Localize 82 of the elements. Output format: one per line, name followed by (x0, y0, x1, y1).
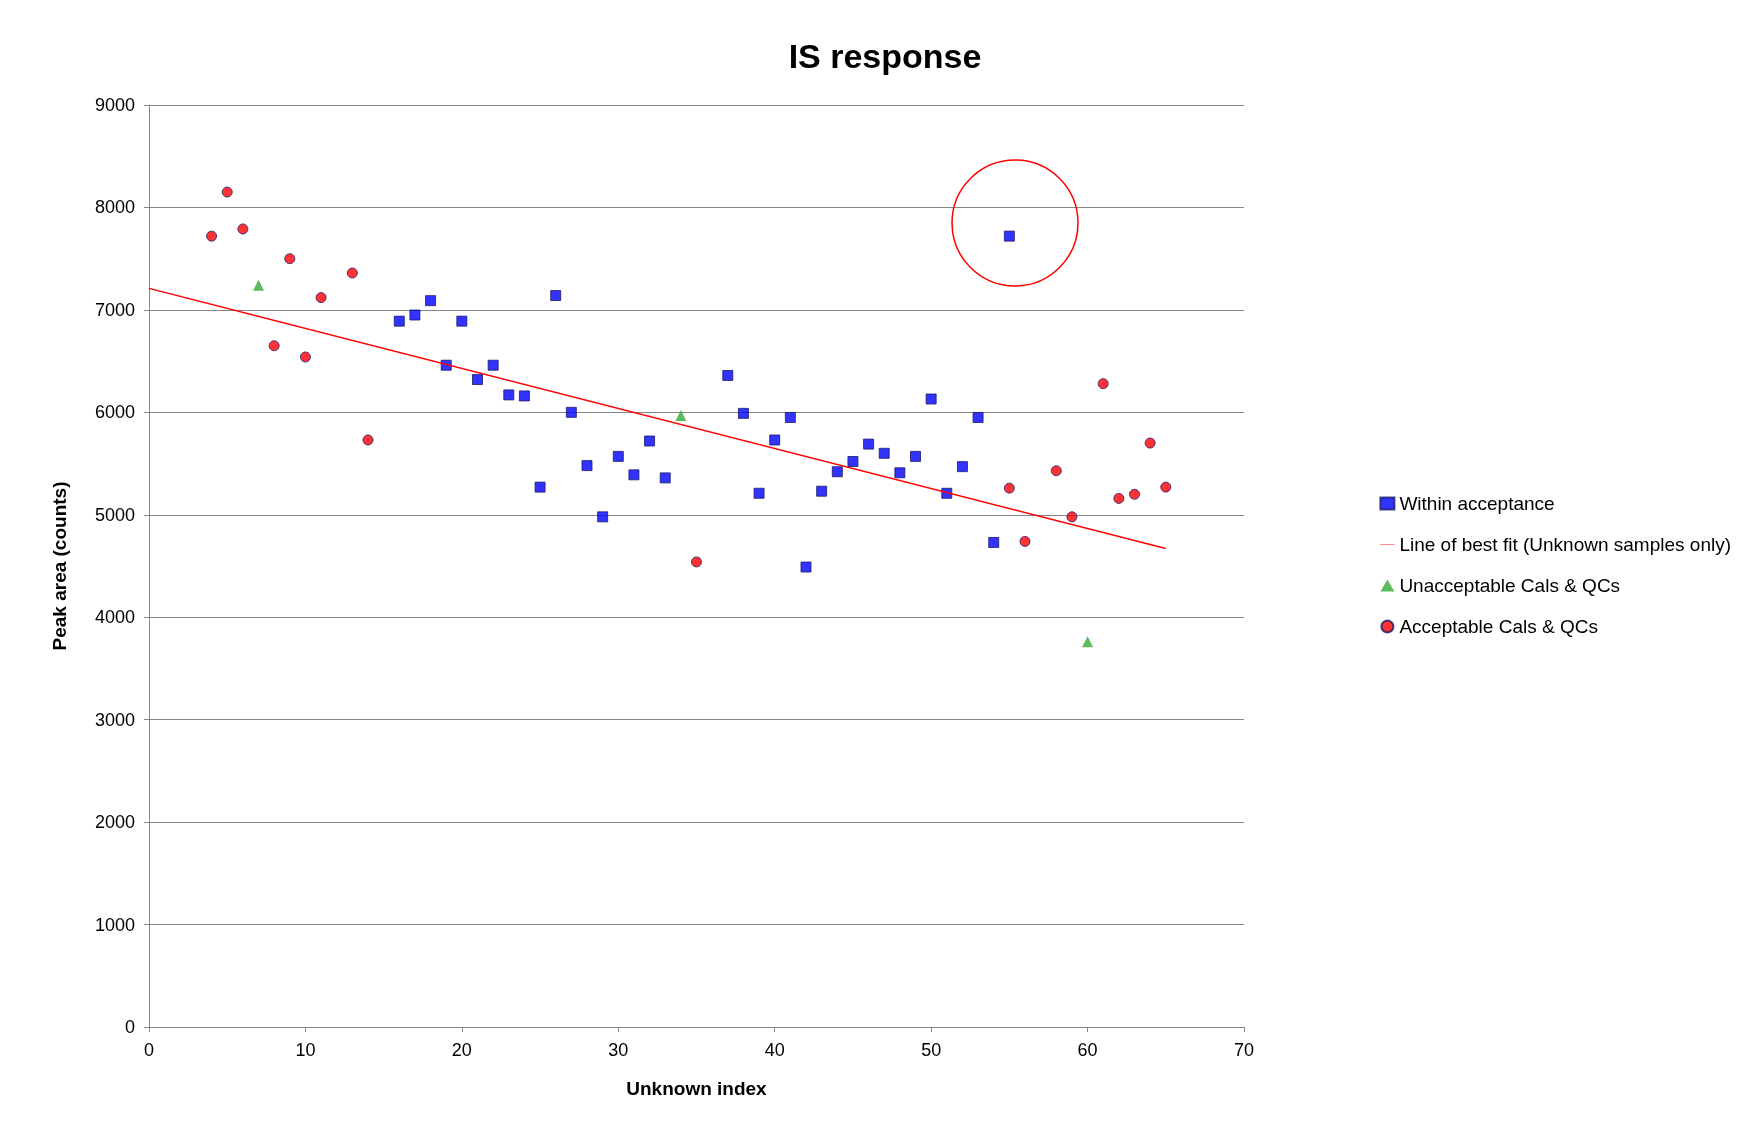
y-tick-label: 7000 (94, 299, 135, 320)
point (237, 223, 249, 235)
point (221, 186, 233, 198)
point (393, 315, 405, 327)
point (487, 359, 499, 371)
point (597, 511, 609, 523)
point (1097, 378, 1109, 390)
x-tick-label: 30 (608, 1040, 629, 1060)
x-tick-label: 40 (764, 1040, 785, 1060)
point (534, 481, 546, 493)
point (456, 315, 468, 327)
point (425, 295, 437, 307)
point (565, 406, 577, 418)
point (675, 409, 687, 421)
point (1066, 511, 1078, 523)
y-tick-label: 6000 (94, 402, 135, 423)
point (847, 456, 859, 468)
point (831, 466, 843, 478)
point (800, 561, 812, 573)
y-tick-label: 9000 (94, 95, 135, 115)
y-tick-label: 1000 (94, 914, 135, 935)
x-tick-label: 60 (1077, 1040, 1098, 1060)
point (472, 374, 483, 386)
point (644, 435, 656, 447)
point (315, 292, 327, 304)
point (816, 485, 828, 497)
point (1003, 482, 1015, 494)
point (659, 472, 671, 484)
point (581, 460, 593, 472)
point (268, 340, 280, 352)
point (206, 230, 218, 242)
point (956, 461, 968, 473)
point (1129, 488, 1140, 500)
y-tick-label: 2000 (94, 812, 135, 833)
chart-title: IS response (788, 37, 982, 75)
point (518, 390, 530, 402)
legend-label: Within acceptance (1399, 493, 1555, 514)
y-tick-label: 8000 (94, 197, 135, 218)
point (503, 389, 515, 401)
x-axis-title: Unknown index (626, 1078, 768, 1099)
point (863, 438, 875, 450)
point (346, 267, 358, 279)
y-tick-label: 0 (124, 1017, 135, 1037)
x-tick-label: 50 (921, 1040, 942, 1060)
y-tick-label: 4000 (94, 607, 135, 628)
legend-label: Acceptable Cals & QCs (1399, 616, 1598, 637)
point (362, 434, 374, 446)
x-tick-label: 0 (143, 1040, 155, 1060)
y-tick-label: 5000 (94, 504, 135, 525)
point (753, 487, 765, 499)
x-tick-label: 20 (451, 1040, 472, 1060)
point (1082, 636, 1094, 648)
point (769, 434, 781, 446)
point (1113, 492, 1125, 504)
legend-label: Line of best fit (Unknown samples only) (1399, 534, 1732, 555)
y-axis-title: Peak area (counts) (49, 481, 70, 651)
point (1003, 230, 1015, 242)
point (550, 290, 562, 302)
point (1050, 465, 1062, 477)
legend-label: Unacceptable Cals & QCs (1399, 575, 1621, 596)
point (628, 469, 640, 481)
point (1160, 481, 1172, 493)
point (612, 450, 624, 462)
x-tick-label: 70 (1233, 1040, 1255, 1060)
point (1144, 437, 1156, 449)
point (972, 411, 984, 423)
point (784, 411, 796, 423)
point (737, 407, 749, 419)
point (409, 309, 421, 321)
point (691, 556, 702, 568)
point (878, 447, 890, 459)
point (910, 450, 921, 462)
point (925, 393, 937, 405)
point (894, 467, 906, 479)
point (1019, 535, 1031, 547)
y-tick-label: 3000 (94, 709, 135, 730)
point (988, 536, 1000, 548)
point (253, 279, 264, 291)
point (299, 351, 311, 363)
point (284, 253, 296, 265)
x-tick-label: 10 (295, 1040, 316, 1060)
point (722, 369, 734, 381)
